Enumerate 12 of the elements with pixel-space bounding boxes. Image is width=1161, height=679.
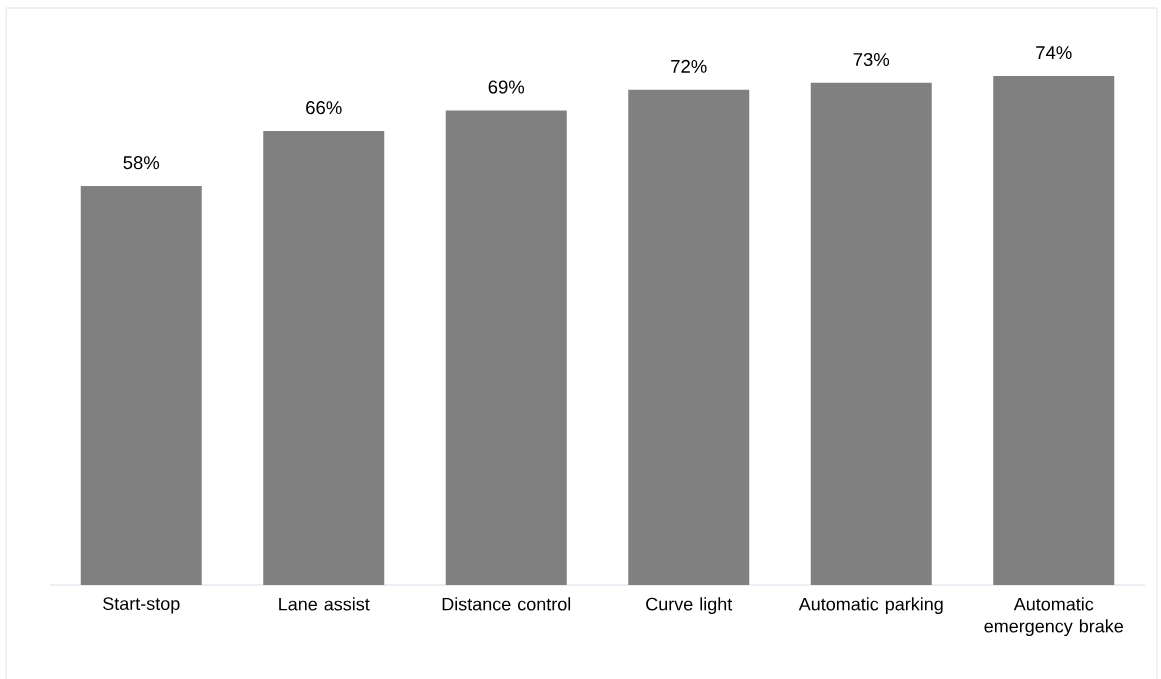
- x-tick-label: Automatic parking: [798, 597, 943, 615]
- data-label: 66%: [306, 101, 342, 115]
- data-label: 72%: [671, 59, 707, 73]
- x-tick-label: Start-stop: [103, 597, 180, 614]
- data-label: 74%: [1036, 46, 1072, 60]
- x-tick-label: Curve light: [646, 597, 733, 615]
- x-tick-label: Lane assist: [279, 597, 370, 611]
- data-label: 58%: [123, 156, 160, 170]
- data-label: 73%: [853, 52, 890, 67]
- data-label: 69%: [488, 80, 525, 94]
- x-tick-label: Distance control: [442, 597, 571, 611]
- x-tick-label: Automatic emergency brake: [984, 597, 1123, 637]
